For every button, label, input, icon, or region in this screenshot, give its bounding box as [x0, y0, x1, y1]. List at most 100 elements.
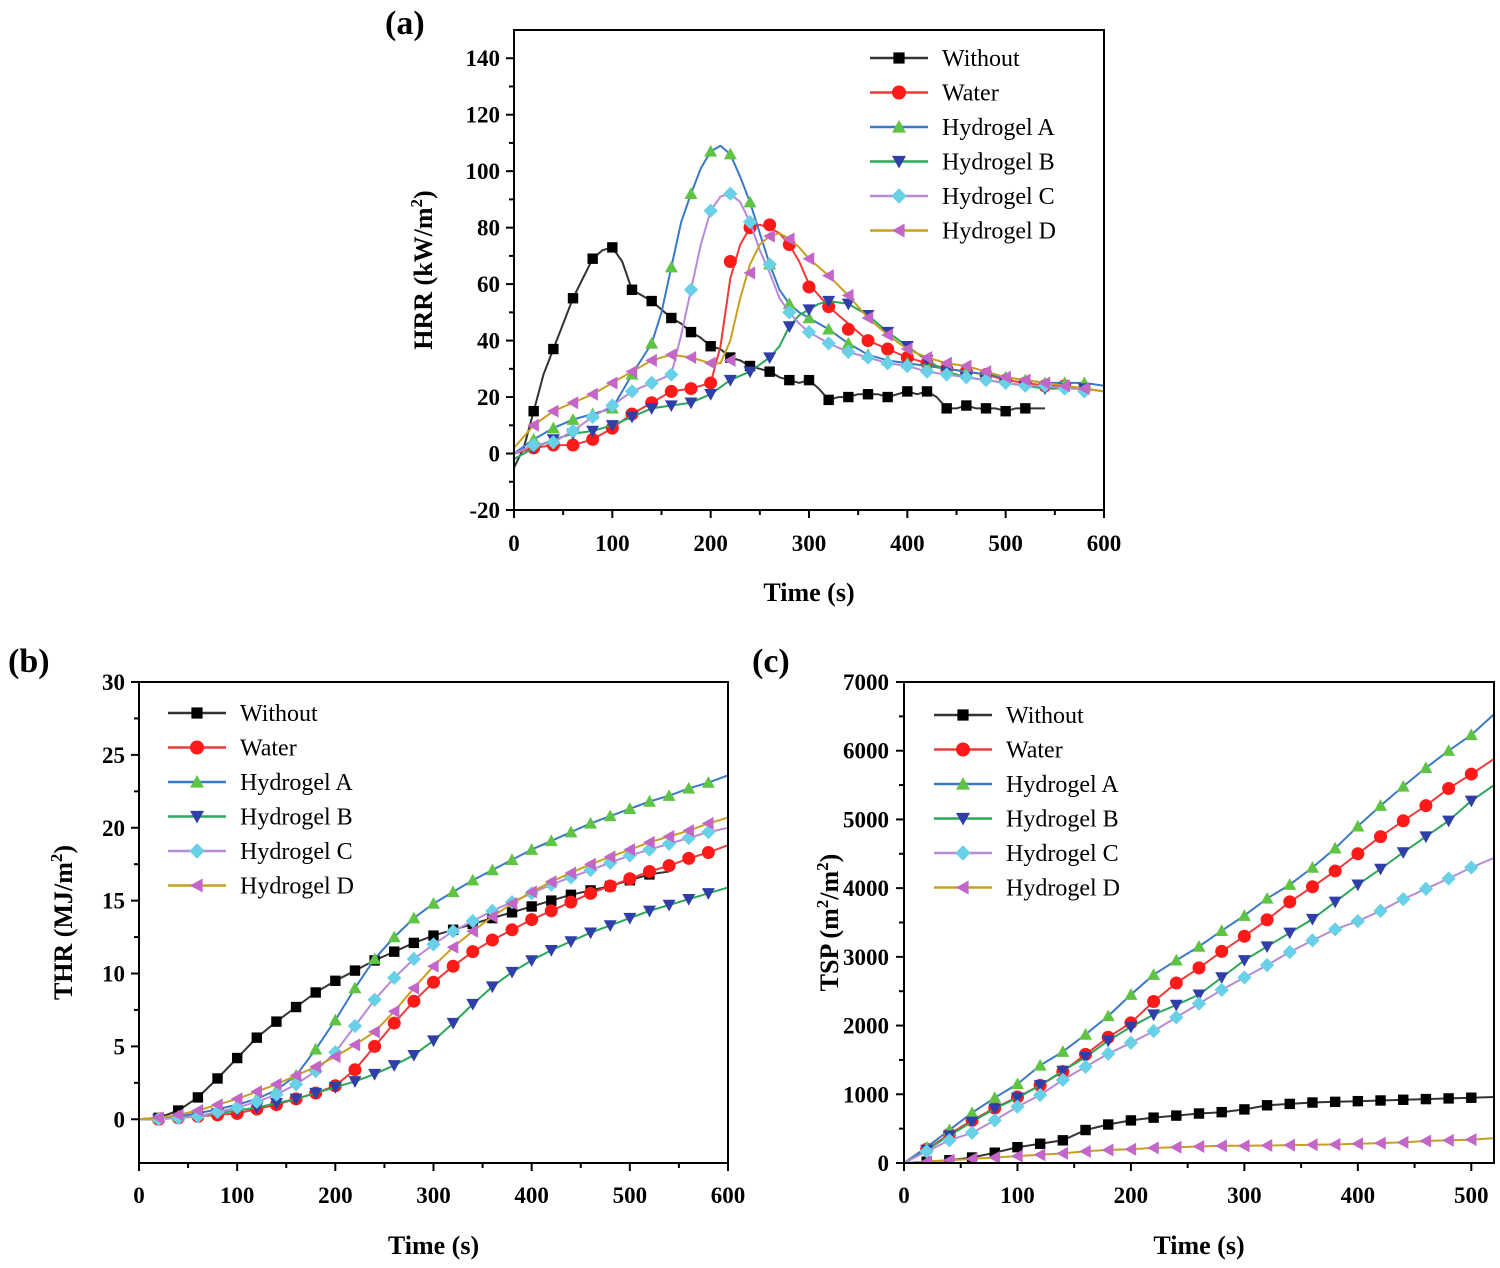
marker-hydrogel-b	[544, 944, 558, 957]
marker-hydrogel-a	[387, 930, 401, 943]
x-tick-label: 100	[1000, 1183, 1035, 1208]
marker-hydrogel-d	[723, 353, 736, 367]
marker-hydrogel-b	[723, 374, 737, 387]
legend-a: Without Water Hydrogel A Hydrogel B Hydrogel…	[870, 46, 1056, 245]
marker-hydrogel-b	[1215, 972, 1229, 984]
marker-water	[682, 851, 696, 865]
marker-hydrogel-c	[964, 1125, 980, 1140]
marker-without	[961, 400, 972, 411]
marker-hydrogel-a	[544, 834, 558, 847]
legend-marker-without	[893, 52, 905, 64]
y-tick-label: 6000	[843, 739, 889, 764]
marker-without	[271, 1016, 282, 1027]
marker-hydrogel-d	[211, 1098, 223, 1112]
marker-hydrogel-d	[642, 835, 655, 849]
marker-hydrogel-d	[605, 376, 618, 390]
marker-hydrogel-a	[623, 802, 637, 815]
marker-hydrogel-c	[1101, 1046, 1116, 1061]
chart-c: (c)0 100 200 300 400 500010002000300040005000…	[752, 643, 1495, 1260]
marker-hydrogel-d	[427, 959, 439, 973]
marker-without	[980, 403, 992, 414]
marker-hydrogel-a	[1033, 1058, 1047, 1071]
y-tick-label: -20	[469, 498, 500, 523]
marker-without	[764, 366, 775, 377]
marker-hydrogel-d	[1147, 1141, 1159, 1155]
marker-water	[723, 255, 737, 269]
y-axis-title-part: )	[49, 845, 78, 854]
marker-hydrogel-b	[645, 403, 659, 415]
marker-water	[544, 904, 558, 918]
y-tick-label: 1000	[843, 1082, 889, 1107]
marker-hydrogel-b	[603, 920, 617, 932]
marker-hydrogel-c	[919, 1144, 934, 1159]
x-tick-label: 500	[1454, 1183, 1489, 1208]
marker-hydrogel-c	[328, 1045, 343, 1060]
marker-hydrogel-b	[782, 321, 796, 333]
legend-marker-water	[190, 740, 204, 755]
marker-hydrogel-d	[861, 311, 874, 325]
marker-without	[1000, 405, 1011, 417]
panel-label-b: (b)	[8, 643, 50, 680]
marker-water	[1328, 864, 1342, 878]
marker-hydrogel-b	[1260, 941, 1274, 954]
marker-hydrogel-d	[623, 843, 636, 857]
marker-hydrogel-d	[1058, 379, 1070, 393]
legend-marker-without	[191, 707, 203, 719]
legend-label-hydrogel-a: Hydrogel A	[942, 115, 1055, 141]
marker-hydrogel-d	[841, 288, 854, 302]
marker-hydrogel-d	[1260, 1138, 1273, 1152]
marker-hydrogel-c	[841, 344, 856, 360]
y-axis-title-part: 2	[813, 900, 832, 909]
marker-hydrogel-d	[999, 370, 1011, 384]
marker-without	[1261, 1100, 1273, 1111]
marker-hydrogel-c	[1018, 378, 1033, 393]
x-tick-label: 100	[220, 1183, 255, 1208]
marker-hydrogel-a	[1056, 1045, 1070, 1057]
y-axis-title-c: TSP (m2/m2)	[813, 854, 844, 992]
marker-hydrogel-b	[505, 966, 519, 979]
marker-hydrogel-a	[1419, 761, 1433, 774]
marker-without	[349, 965, 361, 976]
legend-marker-hydrogel-a	[190, 775, 204, 788]
marker-hydrogel-b	[1124, 1021, 1138, 1034]
x-tick-label: 200	[693, 531, 728, 556]
marker-hydrogel-d	[586, 387, 598, 401]
marker-hydrogel-d	[701, 816, 714, 830]
legend-label-water: Water	[240, 736, 297, 762]
marker-hydrogel-c	[742, 214, 758, 230]
marker-hydrogel-a	[1010, 1077, 1024, 1090]
marker-without	[1284, 1098, 1295, 1110]
y-tick-label: 0	[489, 442, 501, 467]
y-tick-label: 5000	[843, 807, 889, 832]
marker-without	[428, 930, 439, 941]
marker-hydrogel-d	[387, 1004, 400, 1018]
x-tick-label: 200	[1114, 1183, 1149, 1208]
marker-hydrogel-c	[723, 186, 738, 201]
x-tick-label: 300	[1227, 1183, 1262, 1208]
marker-hydrogel-a	[1079, 1028, 1093, 1040]
marker-hydrogel-b	[682, 893, 696, 906]
marker-hydrogel-a	[466, 873, 480, 886]
marker-hydrogel-a	[368, 952, 382, 965]
marker-hydrogel-d	[525, 885, 537, 899]
marker-hydrogel-b	[642, 905, 656, 918]
marker-hydrogel-c	[1055, 1072, 1070, 1088]
marker-hydrogel-d	[682, 824, 694, 838]
y-tick-label: 0	[114, 1107, 126, 1132]
series-line-without	[514, 246, 1045, 469]
marker-without	[1020, 403, 1031, 414]
panel-label-a: (a)	[385, 5, 425, 42]
marker-hydrogel-c	[1214, 982, 1229, 997]
marker-water	[1215, 944, 1229, 958]
marker-water	[427, 975, 440, 989]
y-tick-label: 25	[102, 743, 125, 768]
x-tick-label: 300	[792, 531, 827, 556]
marker-without	[231, 1052, 243, 1064]
x-tick-label: 0	[133, 1183, 145, 1208]
marker-water	[1351, 847, 1365, 861]
legend-label-water: Water	[1006, 738, 1063, 764]
marker-without	[548, 343, 559, 355]
marker-hydrogel-d	[1101, 1143, 1114, 1157]
marker-water	[684, 382, 698, 396]
marker-hydrogel-d	[152, 1111, 164, 1125]
